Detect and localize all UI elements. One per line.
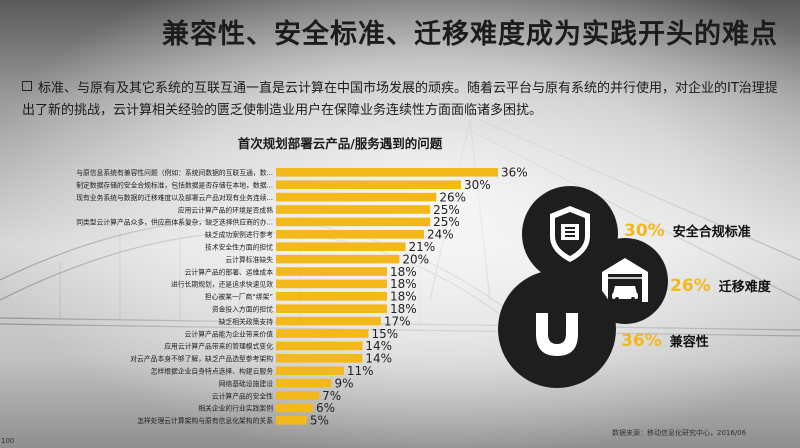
highlight-security-label: 安全合规标准	[672, 225, 751, 240]
bar	[276, 168, 498, 177]
category-label: 云计算产品的安全性	[212, 391, 273, 400]
category-label: 怎样处理云计算架构与原有信息化架构的关系	[137, 416, 273, 425]
bullet-square-icon	[22, 81, 32, 91]
value-label: 21%	[409, 240, 436, 254]
value-label: 36%	[501, 166, 528, 180]
bar	[276, 242, 406, 251]
category-label: 对云产品本身不够了解，缺乏产品选型参考架构	[130, 354, 273, 363]
bar	[276, 304, 387, 313]
value-label: 18%	[390, 265, 417, 279]
intro-text: 标准、与原有及其它系统的互联互通一直是云计算在中国市场发展的顽疾。随着云平台与原…	[22, 81, 778, 118]
page-title: 兼容性、安全标准、迁移难度成为实践开头的难点	[162, 19, 778, 50]
bar	[276, 354, 363, 363]
category-label: 担心被某一厂商“绑架”	[205, 292, 273, 301]
value-label: 14%	[365, 352, 392, 366]
highlight-migration-label: 迁移难度	[718, 280, 771, 295]
bar	[276, 341, 363, 351]
bar	[276, 217, 431, 227]
bar	[276, 192, 437, 202]
category-label: 技术安全性方面的担忧	[205, 243, 273, 252]
bar	[276, 279, 387, 289]
value-label: 17%	[384, 314, 411, 328]
garage-car-icon	[602, 258, 648, 302]
category-label: 云计算产品能为企业带来价值	[185, 329, 274, 338]
category-label: 怎样根据企业自身特点选择、构建云服务	[151, 367, 274, 376]
bar	[276, 254, 400, 264]
value-label: 25%	[433, 215, 460, 229]
value-label: 9%	[335, 376, 354, 390]
category-label: 资金投入方面的担忧	[212, 305, 273, 314]
value-label: 5%	[310, 414, 329, 428]
magnet-icon	[536, 306, 578, 356]
category-label: 制定数据存储的安全合规标准，包括数据是否存储在本地，数据...	[76, 181, 273, 190]
bar	[276, 403, 313, 413]
data-source: 数据来源：移动信息化研究中心，2016/06	[612, 429, 747, 437]
value-label: 6%	[316, 401, 335, 415]
category-label: 应用云计算产品带来的管理模式变化	[164, 342, 273, 351]
value-label: 26%	[439, 190, 466, 204]
value-label: 14%	[365, 339, 392, 353]
intro-paragraph: 标准、与原有及其它系统的互联互通一直是云计算在中国市场发展的顽疾。随着云平台与原…	[22, 78, 780, 122]
bar	[276, 230, 424, 239]
value-label: 18%	[390, 302, 417, 316]
highlight-security-pct: 30%	[624, 221, 665, 241]
chart-title: 首次规划部署云产品/服务遇到的问题	[237, 136, 443, 151]
highlight-migration-pct: 26%	[670, 276, 711, 296]
shield-icon	[550, 206, 590, 262]
page-number: 100	[1, 437, 15, 445]
category-label: 同类型云计算产品众多，供应商体系复杂，缺乏选择供应商的办...	[76, 218, 273, 227]
value-label: 18%	[390, 277, 417, 291]
bar	[276, 292, 387, 301]
value-label: 30%	[464, 178, 491, 192]
bar	[276, 329, 369, 338]
highlight-compatibility: 36% 兼容性	[621, 331, 709, 351]
highlight-compatibility-label: 兼容性	[669, 335, 709, 350]
highlight-security: 30% 安全合规标准	[624, 221, 751, 241]
category-label: 缺乏相关政策支持	[219, 317, 274, 326]
bar	[276, 378, 332, 388]
category-label: 网络基础设施建设	[219, 379, 274, 388]
category-label: 现有业务系统与数据的迁移难度以及部署云产品对现有业务连续...	[76, 193, 273, 202]
bar-chart: 与原信息系统有兼容性问题（例如：系统间数据的互联互通，数... 36% 制定数据存储…	[76, 166, 528, 428]
bar	[276, 316, 381, 326]
value-label: 18%	[390, 290, 417, 304]
value-label: 24%	[427, 228, 454, 242]
bar	[276, 205, 431, 214]
category-label: 缺乏成功案例进行参考	[205, 230, 273, 239]
value-label: 20%	[402, 252, 429, 266]
category-label: 应用云计算产品的环境是否成熟	[178, 205, 273, 214]
shield-circle	[522, 186, 618, 282]
category-label: 与原信息系统有兼容性问题（例如：系统间数据的互联互通，数...	[76, 168, 273, 177]
highlight-migration: 26% 迁移难度	[670, 276, 771, 296]
magnet-circle	[498, 270, 616, 388]
category-label: 云计算标准缺失	[225, 255, 273, 264]
value-label: 7%	[322, 389, 341, 403]
bar	[276, 391, 320, 400]
bar	[276, 180, 461, 189]
value-label: 11%	[347, 364, 374, 378]
bar	[276, 366, 344, 375]
bar	[276, 416, 307, 425]
highlight-compatibility-pct: 36%	[621, 331, 662, 351]
bar	[276, 267, 387, 276]
category-label: 云计算产品的部署、运维成本	[185, 267, 274, 276]
value-label: 15%	[372, 327, 399, 341]
category-label: 相关企业的行业实践案例	[198, 404, 273, 413]
category-label: 进行长期规划，还是追求快速见效	[171, 280, 273, 289]
value-label: 25%	[433, 203, 460, 217]
